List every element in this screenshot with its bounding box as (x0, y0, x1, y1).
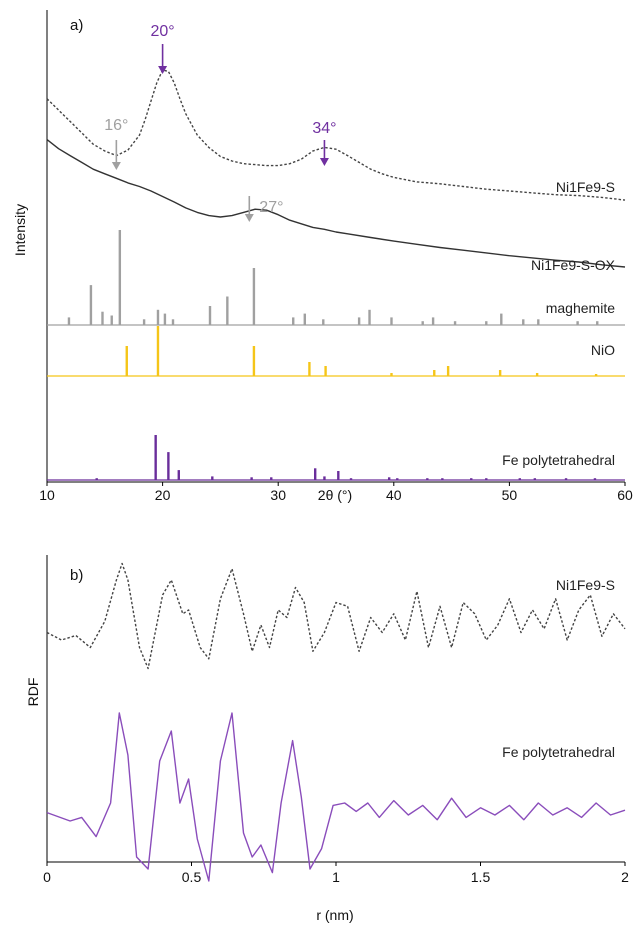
panel-a-series-labels: Ni1Fe9-S Ni1Fe9-S-OX maghemite NiO Fe polyte… (502, 179, 615, 468)
panel-a-x-label: 2θ (°) (318, 487, 352, 503)
panel-a-x-tick-label: 10 (39, 487, 55, 503)
panel-b-x-label: r (nm) (316, 907, 353, 923)
annotation-arrow-head (319, 158, 329, 166)
annotation-arrow-head (111, 162, 121, 170)
series-label-fe-polytetrahedral: Fe polytetrahedral (502, 452, 615, 468)
panel-a-ticks: 10 20 30 40 50 60 (39, 482, 633, 503)
panel-a-annotations: 20° 34° 16° 27° (104, 23, 337, 222)
series-ni1fe9-s-line (46, 562, 626, 670)
panel-a-label: a) (70, 17, 83, 34)
panel-b-series (46, 562, 626, 882)
annotation-label: 27° (259, 199, 283, 216)
series-label-ni1fe9-s: Ni1Fe9-S (556, 577, 615, 593)
panel-b-y-label: RDF (25, 678, 41, 707)
panel-b: b) RDF r (nm) 0 0.5 1 1.5 2 Ni1Fe9-S Fe polyt… (25, 555, 629, 923)
panel-a-x-tick-label: 60 (617, 487, 633, 503)
annotation-label: 34° (312, 120, 336, 137)
panel-b-label: b) (70, 567, 83, 584)
series-label-nio: NiO (591, 342, 615, 358)
series-fe-polytetrahedral-line (46, 712, 626, 882)
panel-a-series (46, 69, 626, 481)
panel-b-x-tick-label: 0.5 (182, 869, 202, 885)
panel-b-x-tick-label: 2 (621, 869, 629, 885)
panel-a: a) Intensity 2θ (°) 10 20 30 40 50 60 20° 34° 1… (12, 10, 633, 503)
annotation-label: 20° (150, 23, 174, 40)
series-label-fe-polytetrahedral: Fe polytetrahedral (502, 744, 615, 760)
series-ni1fe9-s-ox-line (46, 139, 626, 268)
panel-a-x-tick-label: 50 (502, 487, 518, 503)
panel-b-series-labels: Ni1Fe9-S Fe polytetrahedral (502, 577, 615, 760)
panel-a-x-tick-label: 30 (270, 487, 286, 503)
panel-b-x-tick-label: 0 (43, 869, 51, 885)
panel-a-axes (46, 10, 625, 483)
panel-b-x-tick-label: 1.5 (471, 869, 491, 885)
panel-b-ticks: 0 0.5 1 1.5 2 (43, 862, 629, 885)
annotation-label: 16° (104, 117, 128, 134)
series-ni1fe9-s-line (46, 69, 626, 201)
series-label-maghemite: maghemite (546, 300, 615, 316)
series-label-ni1fe9-s: Ni1Fe9-S (556, 179, 615, 195)
panel-b-x-tick-label: 1 (332, 869, 340, 885)
panel-a-y-label: Intensity (12, 204, 28, 256)
annotation-arrow-head (244, 214, 254, 222)
series-label-ni1fe9-s-ox: Ni1Fe9-S-OX (531, 257, 616, 273)
panel-a-x-tick-label: 40 (386, 487, 402, 503)
annotation-arrow-head (158, 66, 168, 74)
panel-a-x-tick-label: 20 (155, 487, 171, 503)
